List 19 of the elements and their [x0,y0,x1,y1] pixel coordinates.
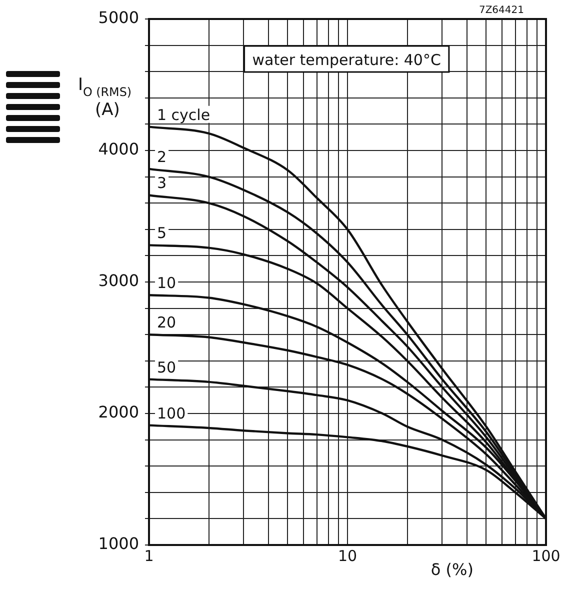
x-axis-title: δ (%) [430,560,474,579]
text: 7Z64421 [478,5,524,16]
series-label: 5 [157,224,167,242]
series-label: 20 [157,314,176,332]
y-tick-label: 4000 [98,140,139,159]
y-tick-label: 2000 [98,402,139,422]
y-tick-label: 1000 [98,534,139,554]
series-label: 10 [157,274,176,292]
series-label: 3 [157,174,167,192]
series-label: 1 cycle [157,106,210,124]
series-label: 50 [157,358,176,376]
x-tick-label: 10 [338,546,358,565]
x-tick-label: 100 [532,546,560,565]
annotation: water temperature: 40°C [252,51,441,69]
x-tick-label: 1 [144,546,154,565]
y-tick-label: 5000 [98,8,139,28]
y-tick-label: 3000 [98,271,139,290]
series-label: 2 [157,148,167,166]
series-label: 100 [157,404,186,422]
